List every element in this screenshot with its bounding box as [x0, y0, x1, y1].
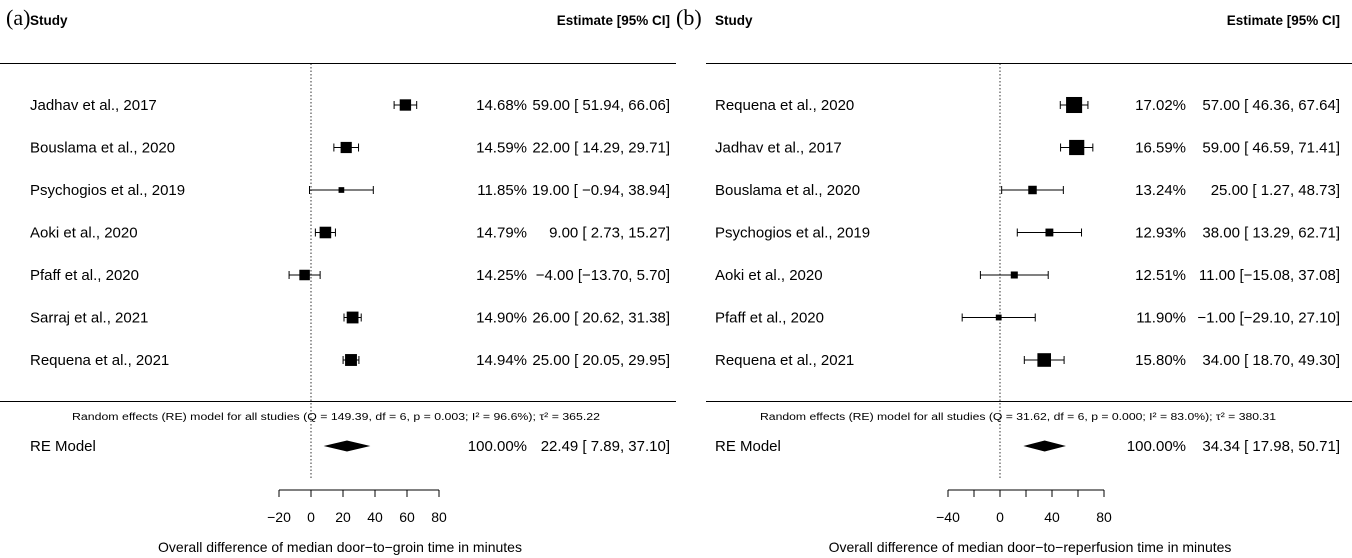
study-weight: 14.25%	[476, 267, 527, 284]
point-estimate-square	[1069, 139, 1085, 156]
model-name: RE Model	[30, 438, 96, 455]
x-tick-label: −40	[936, 509, 960, 525]
study-column-header: Study	[30, 13, 68, 28]
study-weight: 14.79%	[476, 225, 527, 242]
study-name: Sarraj et al., 2021	[30, 310, 148, 327]
model-weight: 100.00%	[1127, 438, 1186, 455]
study-column-header: Study	[715, 13, 753, 28]
panel-label: (a)	[6, 5, 30, 30]
study-estimate-ci: 59.00 [ 46.59, 71.41]	[1202, 140, 1340, 157]
study-name: Pfaff et al., 2020	[30, 267, 139, 284]
study-name: Requena et al., 2021	[30, 352, 169, 369]
point-estimate-square	[1028, 185, 1037, 195]
study-weight: 12.51%	[1135, 267, 1186, 284]
study-estimate-ci: 26.00 [ 20.62, 31.38]	[532, 310, 670, 327]
estimate-column-header: Estimate [95% CI]	[557, 13, 670, 28]
study-estimate-ci: 22.00 [ 14.29, 29.71]	[532, 140, 670, 157]
study-weight: 12.93%	[1135, 225, 1186, 242]
study-name: Bouslama et al., 2020	[30, 140, 175, 157]
forest-svg: (b) Study Estimate [95% CI] Requena et al.,…	[676, 5, 1352, 555]
study-name: Psychogios et al., 2019	[715, 225, 870, 242]
study-estimate-ci: 25.00 [ 1.27, 48.73]	[1211, 182, 1340, 199]
x-tick-label: 0	[996, 509, 1004, 525]
study-name: Pfaff et al., 2020	[715, 310, 824, 327]
x-tick-label: 40	[1044, 509, 1060, 525]
point-estimate-square	[399, 99, 412, 111]
study-weight: 15.80%	[1135, 352, 1186, 369]
x-tick-label: 80	[431, 509, 447, 525]
study-name: Psychogios et al., 2019	[30, 182, 185, 199]
study-weight: 14.68%	[476, 97, 527, 114]
study-name: Aoki et al., 2020	[30, 225, 138, 242]
study-weight: 14.59%	[476, 140, 527, 157]
study-weight: 17.02%	[1135, 97, 1186, 114]
heterogeneity-note: Random effects (RE) model for all studie…	[72, 412, 601, 423]
forest-plot-a: (a) Study Estimate [95% CI] Jadhav et al., …	[0, 5, 676, 555]
study-estimate-ci: −1.00 [−29.10, 27.10]	[1197, 310, 1340, 327]
x-axis-label: Overall difference of median door−to−rep…	[829, 539, 1232, 555]
study-weight: 16.59%	[1135, 140, 1186, 157]
x-tick-label: 20	[335, 509, 351, 525]
study-estimate-ci: 34.00 [ 18.70, 49.30]	[1202, 352, 1340, 369]
point-estimate-square	[1010, 271, 1018, 279]
study-weight: 11.85%	[477, 182, 527, 199]
model-estimate-ci: 22.49 [ 7.89, 37.10]	[541, 438, 670, 455]
study-estimate-ci: 11.00 [−15.08, 37.08]	[1199, 267, 1340, 284]
point-estimate-square	[299, 269, 310, 281]
study-weight: 14.94%	[476, 352, 527, 369]
heterogeneity-note: Random effects (RE) model for all studie…	[760, 412, 1277, 423]
estimate-column-header: Estimate [95% CI]	[1227, 13, 1340, 28]
study-name: Jadhav et al., 2017	[715, 140, 842, 157]
study-name: Jadhav et al., 2017	[30, 97, 157, 114]
forest-plot-b: (b) Study Estimate [95% CI] Requena et al.,…	[676, 0, 1352, 558]
study-weight: 11.90%	[1136, 310, 1186, 327]
point-estimate-square	[340, 141, 352, 154]
point-estimate-square	[1045, 228, 1054, 237]
study-estimate-ci: 57.00 [ 46.36, 67.64]	[1202, 97, 1340, 114]
study-name: Bouslama et al., 2020	[715, 182, 860, 199]
point-estimate-square	[345, 354, 357, 366]
x-tick-label: 0	[307, 509, 315, 525]
summary-diamond	[1023, 440, 1066, 452]
point-estimate-square	[338, 187, 345, 193]
study-estimate-ci: 38.00 [ 13.29, 62.71]	[1202, 225, 1340, 242]
study-name: Requena et al., 2021	[715, 352, 854, 369]
summary-diamond	[323, 440, 371, 452]
study-weight: 13.24%	[1135, 182, 1186, 199]
point-estimate-square	[319, 226, 332, 239]
panel-label: (b)	[676, 5, 702, 30]
study-estimate-ci: 19.00 [ −0.94, 38.94]	[532, 182, 670, 199]
study-estimate-ci: 25.00 [ 20.05, 29.95]	[532, 352, 670, 369]
model-weight: 100.00%	[468, 438, 527, 455]
point-estimate-square	[1066, 96, 1083, 114]
x-tick-label: −20	[267, 509, 291, 525]
x-axis-label: Overall difference of median door−to−gro…	[158, 539, 522, 555]
model-estimate-ci: 34.34 [ 17.98, 50.71]	[1202, 438, 1340, 455]
study-estimate-ci: 59.00 [ 51.94, 66.06]	[532, 97, 670, 114]
point-estimate-square	[995, 314, 1002, 321]
study-estimate-ci: 9.00 [ 2.73, 15.27]	[549, 225, 670, 242]
point-estimate-square	[1037, 353, 1051, 367]
forest-svg: (a) Study Estimate [95% CI] Jadhav et al., …	[0, 5, 676, 555]
study-estimate-ci: −4.00 [−13.70, 5.70]	[536, 267, 670, 284]
study-name: Aoki et al., 2020	[715, 267, 823, 284]
model-name: RE Model	[715, 438, 781, 455]
point-estimate-square	[346, 311, 359, 324]
x-tick-label: 60	[399, 509, 415, 525]
x-tick-label: 80	[1096, 509, 1112, 525]
study-weight: 14.90%	[476, 310, 527, 327]
x-tick-label: 40	[367, 509, 383, 525]
study-name: Requena et al., 2020	[715, 97, 854, 114]
